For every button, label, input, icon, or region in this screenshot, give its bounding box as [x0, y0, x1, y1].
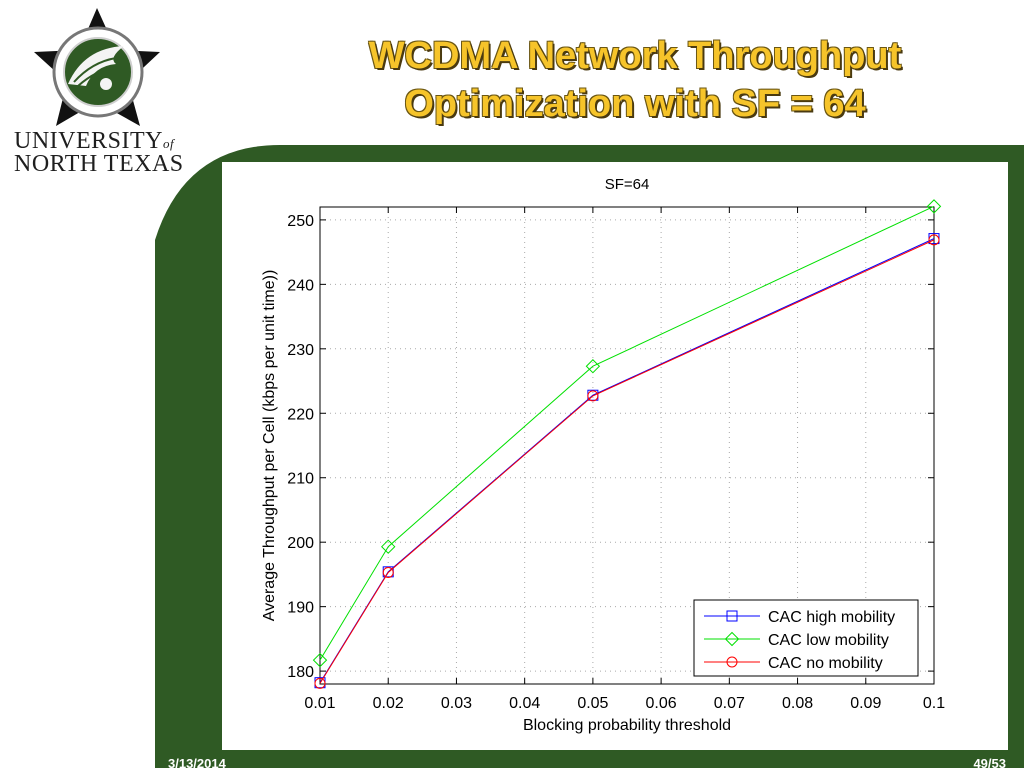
x-tick-label: 0.03: [441, 695, 472, 712]
x-tick-label: 0.04: [509, 695, 540, 712]
y-tick-label: 190: [287, 600, 314, 617]
slide-title: WCDMA Network Throughput Optimization wi…: [250, 32, 1020, 128]
legend-marker: [726, 610, 738, 622]
university-name-line1: UNIVERSITYof: [14, 128, 175, 154]
unt-eagle-star-seal-icon: [34, 8, 160, 126]
series-diamond: [312, 199, 942, 668]
eagle-wing: [68, 46, 124, 86]
y-tick-label: 230: [287, 342, 314, 359]
chart-series: [312, 199, 942, 689]
chart-legend: CAC high mobility CAC low mobility CAC no …: [693, 599, 919, 677]
x-tick-label: 0.05: [577, 695, 608, 712]
legend-label: CAC low mobility: [768, 632, 889, 649]
y-tick-label: 180: [287, 664, 314, 681]
data-point: [382, 566, 394, 578]
x-tick-label: 0.02: [373, 695, 404, 712]
footer-date: 3/13/2014: [168, 756, 226, 771]
y-axis-label: Average Throughput per Cell (kbps per un…: [261, 270, 278, 622]
x-tick-label: 0.08: [782, 695, 813, 712]
x-tick-label: 0.09: [850, 695, 881, 712]
series-line: [319, 205, 935, 661]
data-point: [314, 677, 326, 689]
eagle-wing-stripes: [73, 57, 117, 87]
legend-box: [693, 599, 919, 677]
legend-marker: [726, 656, 738, 668]
series-line: [319, 239, 935, 684]
plot-area-border: [319, 206, 935, 685]
data-point: [587, 390, 599, 402]
x-axis-label: Blocking probability threshold: [523, 717, 731, 734]
y-tick-label: 210: [287, 471, 314, 488]
footer-page-number: 49/53: [973, 756, 1006, 771]
chart-title: SF=64: [605, 176, 650, 193]
eagle-head: [100, 78, 112, 90]
legend-label: CAC no mobility: [768, 655, 883, 672]
x-tick-label: 0.1: [923, 695, 945, 712]
legend-item: CAC high mobility: [704, 609, 895, 626]
y-tick-label: 220: [287, 406, 314, 423]
y-tick-label: 250: [287, 213, 314, 230]
throughput-line-chart: 0.01 0.02 0.03 0.04 0.05 0.06 0.07 0.08 0.09 0.1 1…: [222, 162, 1008, 750]
legend-item: CAC no mobility: [704, 655, 883, 672]
x-tick-label: 0.01: [304, 695, 335, 712]
data-point: [926, 199, 942, 214]
series-circle: [314, 234, 940, 689]
legend-item: CAC low mobility: [704, 631, 889, 649]
legend-label: CAC high mobility: [768, 609, 895, 626]
x-tick-label: 0.06: [646, 695, 677, 712]
slide-title-line1: WCDMA Network Throughput: [368, 35, 902, 77]
y-tick-label: 200: [287, 535, 314, 552]
data-point: [381, 539, 396, 554]
legend-marker: [724, 631, 740, 647]
slide-title-line2: Optimization with SF = 64: [404, 83, 866, 125]
y-tick-label: 240: [287, 277, 314, 294]
data-point: [312, 652, 328, 668]
data-point: [585, 359, 601, 374]
x-tick-label: 0.07: [714, 695, 745, 712]
university-name-line2: NORTH TEXAS: [14, 151, 184, 177]
chart-ticks: 0.01 0.02 0.03 0.04 0.05 0.06 0.07 0.08 0.09 0.1 1…: [287, 207, 945, 712]
data-point: [928, 234, 940, 246]
